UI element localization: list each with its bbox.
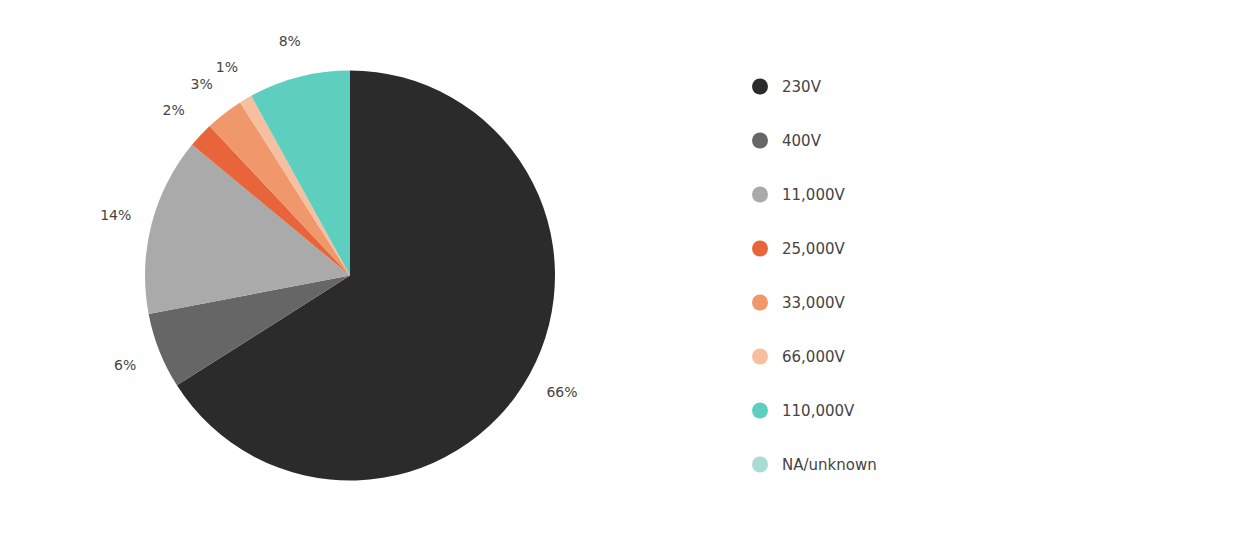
slice-label: 8% <box>279 33 301 49</box>
slice-label: 66% <box>546 384 577 400</box>
legend-label: 110,000V <box>782 402 855 420</box>
chart-svg: 66% 6% 14% 2% 3%1% 8% 230V 400V 11,000V 25,000V 33… <box>0 0 1260 551</box>
page: {"chart_data": {"type": "pie", "categori… <box>0 0 1260 551</box>
legend: 230V 400V 11,000V 25,000V 33,000V 66,000V 110,… <box>752 78 877 474</box>
legend-label: 33,000V <box>782 294 845 312</box>
legend-marker <box>752 187 768 203</box>
slice-label: 14% <box>100 207 131 223</box>
legend-marker <box>752 457 768 473</box>
legend-marker <box>752 349 768 365</box>
legend-label: NA/unknown <box>782 456 877 474</box>
legend-marker <box>752 241 768 257</box>
legend-label: 25,000V <box>782 240 845 258</box>
legend-marker <box>752 133 768 149</box>
pie-labels: 66% 6% 14% 2% 3%1% 8% <box>100 33 577 400</box>
legend-label: 400V <box>782 132 822 150</box>
pie-slices <box>145 71 555 481</box>
slice-label: 1% <box>216 59 238 75</box>
legend-label: 11,000V <box>782 186 845 204</box>
legend-marker <box>752 295 768 311</box>
slice-label: 3% <box>191 76 213 92</box>
legend-marker <box>752 403 768 419</box>
legend-label: 230V <box>782 78 822 96</box>
background <box>0 0 1260 551</box>
chart-container: 66% 6% 14% 2% 3%1% 8% 230V 400V 11,000V 25,000V 33… <box>0 0 1260 551</box>
legend-marker <box>752 79 768 95</box>
legend-label: 66,000V <box>782 348 845 366</box>
slice-label: 6% <box>114 357 136 373</box>
pie-slice <box>349 71 350 276</box>
pie-slice <box>251 71 350 276</box>
slice-label: 2% <box>163 102 185 118</box>
